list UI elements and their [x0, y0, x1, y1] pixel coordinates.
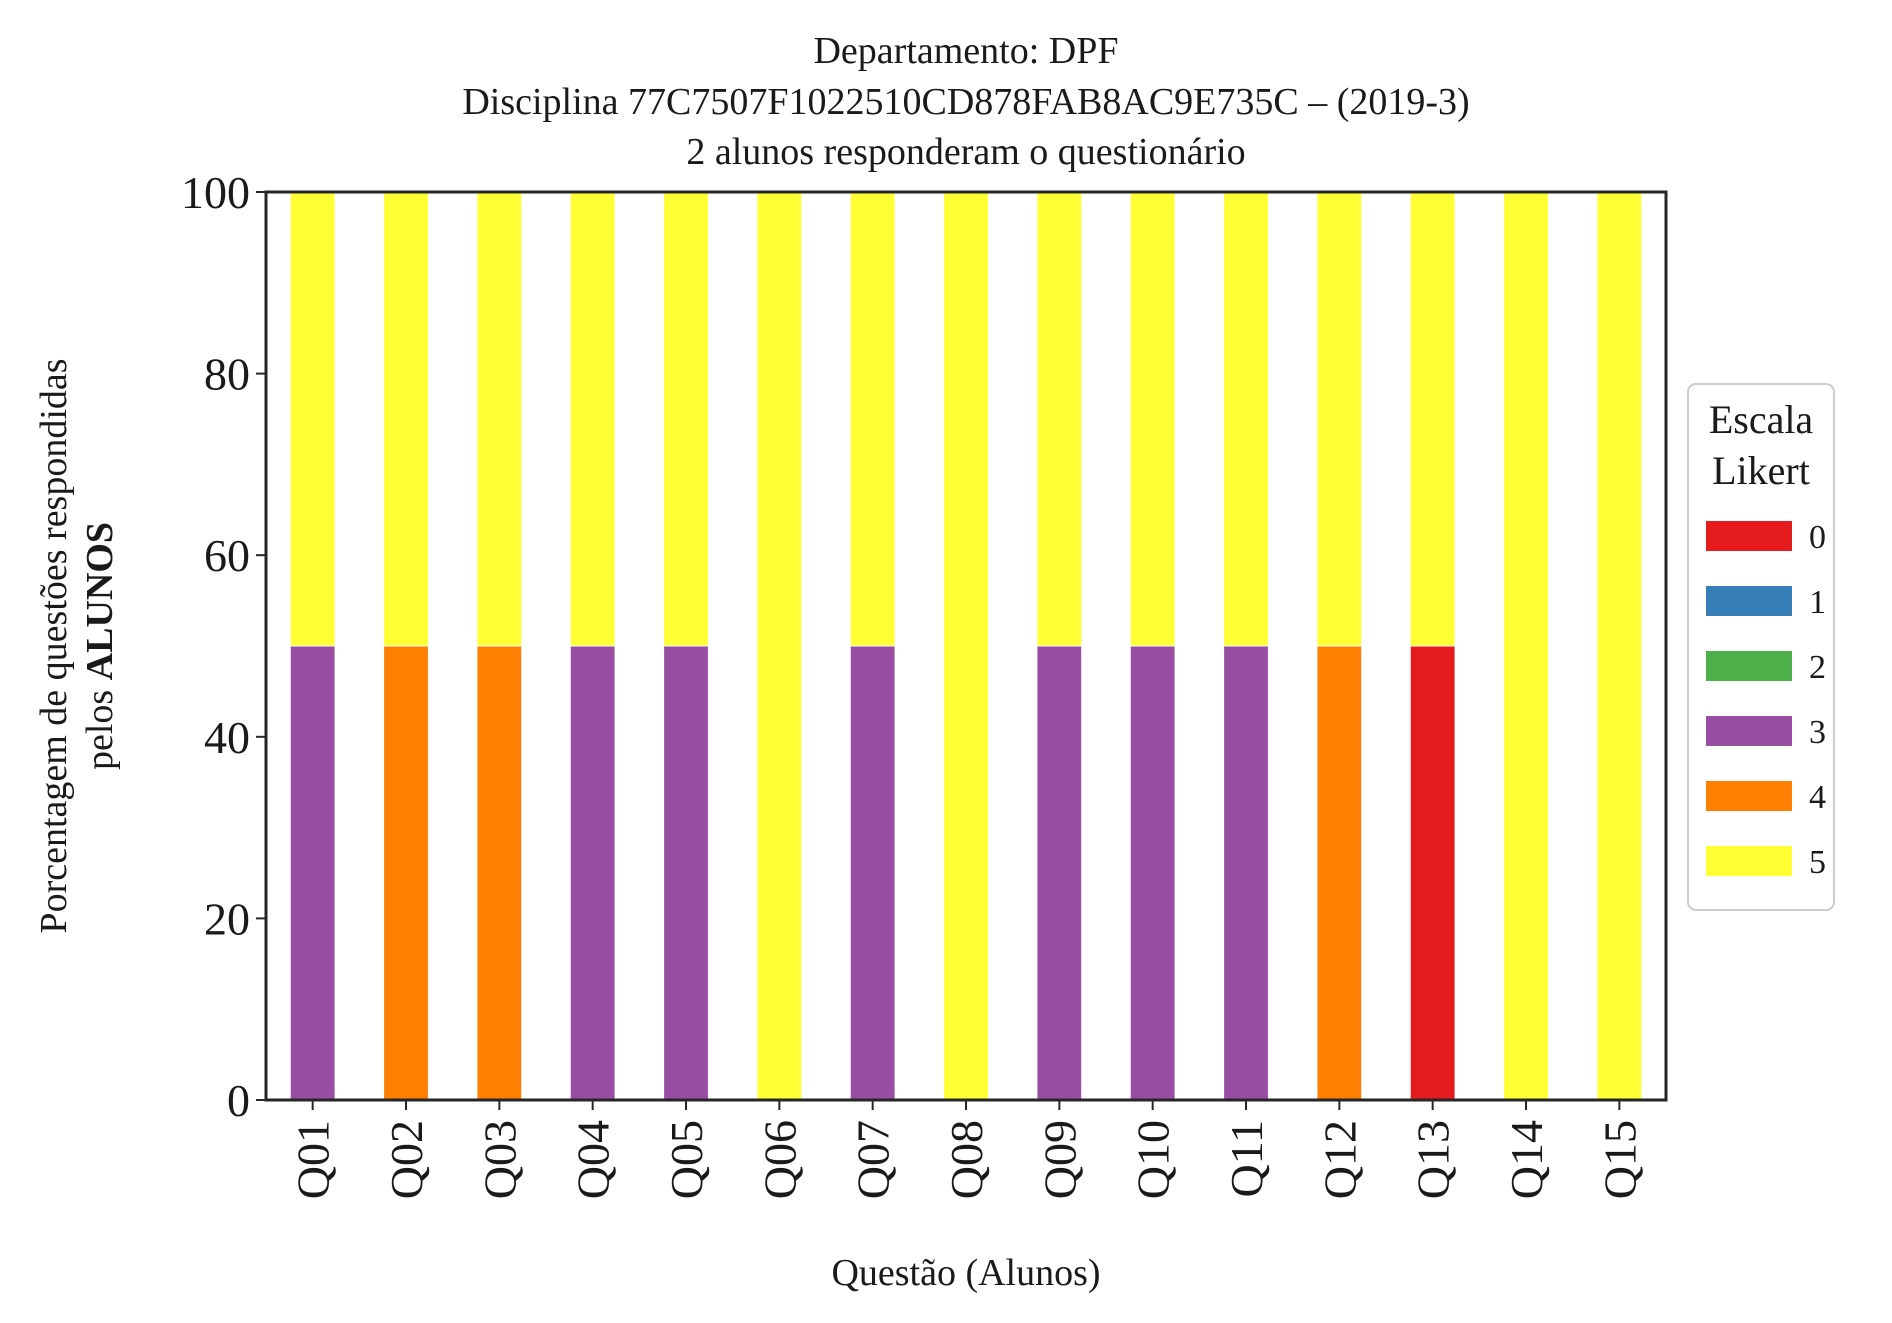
bar-q04-likert-5 — [569, 191, 616, 647]
legend-label-4: 4 — [1809, 779, 1826, 816]
bar-q15-likert-5 — [1596, 191, 1643, 1101]
x-tick-label-q08: Q08 — [941, 1120, 992, 1199]
title-line-3: 2 alunos responderam o questionário — [686, 131, 1245, 173]
y-tick-label-0: 0 — [227, 1075, 250, 1126]
x-tick-label-q13: Q13 — [1408, 1120, 1459, 1199]
legend-title-line-2: Likert — [1712, 448, 1810, 493]
bar-q07-likert-5 — [849, 191, 896, 647]
bar-q09-likert-5 — [1036, 191, 1083, 647]
legend-label-1: 1 — [1809, 584, 1826, 621]
x-tick-label-q09: Q09 — [1034, 1120, 1085, 1199]
bar-q13-likert-0 — [1409, 645, 1456, 1101]
bar-q13-likert-5 — [1409, 191, 1456, 647]
bar-q01-likert-3 — [289, 645, 336, 1101]
legend-swatch-4 — [1706, 781, 1792, 811]
bar-q03-likert-4 — [476, 645, 523, 1101]
legend-label-0: 0 — [1809, 519, 1826, 556]
bar-q07-likert-3 — [849, 645, 896, 1101]
y-axis-label-bold: ALUNOS — [79, 522, 121, 680]
y-tick-label-80: 80 — [204, 349, 250, 400]
y-axis-label-prefix: pelos — [79, 690, 121, 770]
legend-swatch-3 — [1706, 716, 1792, 746]
x-tick-label-q10: Q10 — [1128, 1120, 1179, 1199]
bar-q11-likert-5 — [1223, 191, 1269, 647]
legend-swatch-0 — [1706, 521, 1792, 551]
bar-q09-likert-3 — [1036, 645, 1083, 1101]
x-axis-ticks: Q01 Q02 Q03 Q04 Q05 Q06 Q07 Q08 Q09 Q10 Q11 Q12 Q13 Q… — [288, 1100, 1645, 1199]
legend-frame — [1687, 383, 1835, 911]
bar-q05-likert-5 — [663, 191, 709, 647]
y-tick-label-60: 60 — [204, 530, 250, 581]
bar-q06-likert-5 — [756, 191, 803, 1101]
bar-q12-likert-5 — [1316, 191, 1363, 647]
legend-swatch-2 — [1706, 651, 1792, 681]
x-tick-label-q07: Q07 — [848, 1120, 899, 1199]
bar-q02-likert-4 — [383, 645, 429, 1101]
x-tick-label-q05: Q05 — [661, 1120, 712, 1199]
x-tick-label-q02: Q02 — [381, 1120, 432, 1199]
legend-label-3: 3 — [1809, 714, 1826, 751]
bar-q08-likert-5 — [943, 191, 989, 1101]
legend-swatch-5 — [1706, 846, 1792, 876]
x-tick-label-q03: Q03 — [474, 1120, 525, 1199]
x-axis-label: Questão (Alunos) — [831, 1252, 1100, 1294]
x-tick-label-q12: Q12 — [1314, 1120, 1365, 1199]
y-tick-label-20: 20 — [204, 893, 250, 944]
bars-group — [289, 191, 1643, 1101]
y-axis-label: Porcentagem de questões respondidas pelo… — [33, 358, 121, 933]
y-axis-label-line-2: pelos ALUNOS — [79, 522, 121, 770]
legend-label-5: 5 — [1809, 844, 1826, 881]
x-tick-label-q14: Q14 — [1501, 1120, 1552, 1199]
bar-q14-likert-5 — [1503, 191, 1549, 1101]
title-line-2: Disciplina 77C7507F1022510CD878FAB8AC9E7… — [462, 81, 1469, 123]
x-tick-label-q01: Q01 — [288, 1120, 339, 1199]
legend-label-2: 2 — [1809, 649, 1826, 686]
bar-q12-likert-4 — [1316, 645, 1363, 1101]
bar-q10-likert-5 — [1129, 191, 1176, 647]
y-tick-label-100: 100 — [181, 167, 250, 218]
legend-title-line-1: Escala — [1709, 397, 1814, 442]
legend-swatch-1 — [1706, 586, 1792, 616]
y-tick-label-40: 40 — [204, 712, 250, 763]
x-tick-label-q11: Q11 — [1221, 1120, 1272, 1198]
bar-q04-likert-3 — [569, 645, 616, 1101]
bar-q11-likert-3 — [1223, 645, 1269, 1101]
y-axis-ticks: 0 20 40 60 80 100 — [181, 167, 266, 1126]
y-axis-label-line-1: Porcentagem de questões respondidas — [33, 358, 75, 933]
bar-q01-likert-5 — [289, 191, 336, 647]
bar-q02-likert-5 — [383, 191, 429, 647]
x-tick-label-q06: Q06 — [754, 1120, 805, 1199]
x-tick-label-q15: Q15 — [1594, 1120, 1645, 1199]
legend: Escala Likert 0 1 2 3 4 5 — [1687, 383, 1835, 911]
x-tick-label-q04: Q04 — [568, 1120, 619, 1199]
bar-q03-likert-5 — [476, 191, 523, 647]
chart-title: Departamento: DPF Disciplina 77C7507F102… — [462, 30, 1469, 173]
bar-q05-likert-3 — [663, 645, 709, 1101]
legend-entries: 0 1 2 3 4 5 — [1706, 519, 1826, 881]
title-line-1: Departamento: DPF — [813, 30, 1118, 72]
bar-q10-likert-3 — [1129, 645, 1176, 1101]
